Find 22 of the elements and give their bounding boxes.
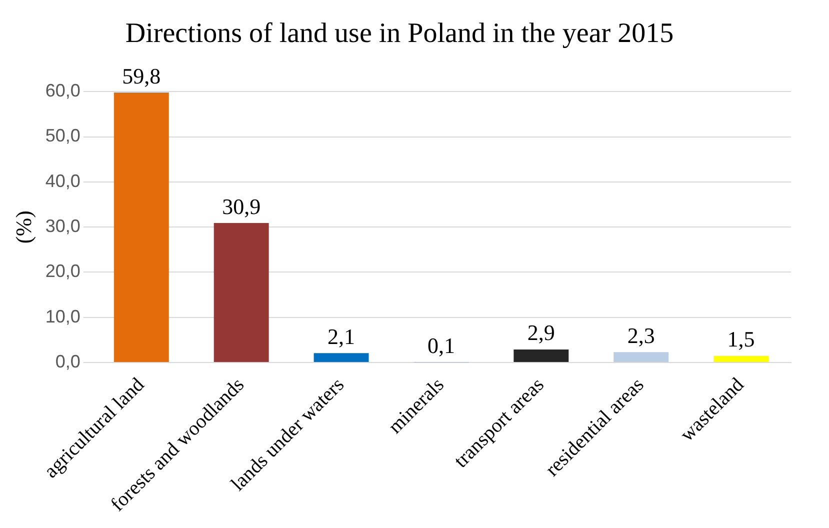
y-tick-label: 10,0 xyxy=(45,306,80,326)
chart-title: Directions of land use in Poland in the year 2015 xyxy=(125,18,674,50)
y-tick-label: 20,0 xyxy=(45,261,80,282)
y-axis-title: (%) xyxy=(10,210,36,244)
bar xyxy=(114,92,169,362)
data-label: 0,1 xyxy=(427,332,455,358)
y-tick-label: 40,0 xyxy=(45,170,80,191)
bar xyxy=(314,353,369,362)
y-tick-label: 0,0 xyxy=(55,352,80,372)
y-tick-label: 30,0 xyxy=(45,216,80,236)
bar xyxy=(614,352,669,362)
y-tick-label: 60,0 xyxy=(45,80,80,101)
y-tick-label: 50,0 xyxy=(45,126,80,146)
data-label: 2,1 xyxy=(328,324,356,349)
data-label: 59,8 xyxy=(122,63,161,88)
bar xyxy=(714,356,769,362)
bar xyxy=(514,349,569,362)
bar xyxy=(214,223,269,362)
data-label: 1,5 xyxy=(727,326,755,352)
data-label: 30,9 xyxy=(222,194,261,219)
data-label: 2,9 xyxy=(527,320,555,346)
data-label: 2,3 xyxy=(627,322,655,348)
